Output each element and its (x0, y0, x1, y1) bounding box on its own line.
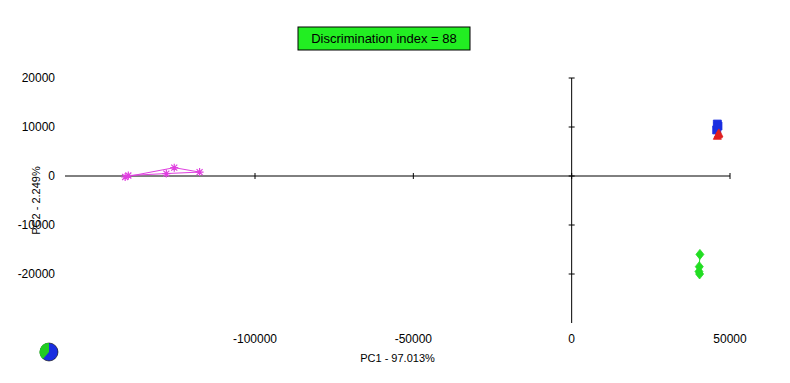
icon (40, 343, 58, 361)
y-tick (569, 274, 575, 275)
x-axis-label: PC1 - 97.013% (360, 352, 435, 364)
y-axis (571, 78, 572, 323)
y-tick (569, 176, 575, 177)
x-tick-label: -50000 (395, 332, 433, 346)
point (196, 168, 204, 176)
point (696, 249, 704, 259)
y-tick-label: 10000 (22, 120, 56, 134)
y-tick (569, 225, 575, 226)
x-tick (255, 173, 256, 179)
y-tick-label: -20000 (18, 267, 56, 281)
series (695, 249, 704, 279)
y-tick (569, 78, 575, 79)
series-line (125, 168, 199, 177)
x-tick (730, 173, 731, 179)
point (713, 120, 721, 128)
series (713, 129, 723, 139)
y-tick (569, 127, 575, 128)
point (714, 130, 722, 138)
y-axis-label: PC2 - 2.249% (30, 166, 42, 235)
data-area (121, 120, 723, 279)
y-tick-label: 0 (48, 169, 55, 183)
point (124, 172, 132, 180)
x-tick-label: 50000 (713, 332, 747, 346)
point (170, 164, 178, 172)
x-tick (413, 173, 414, 179)
point (696, 269, 704, 279)
x-tick-label: -100000 (233, 332, 277, 346)
series (121, 164, 203, 181)
point (162, 170, 170, 178)
x-tick-label: 0 (568, 332, 575, 346)
title: Discrimination index = 88 (311, 31, 457, 46)
chart: Discrimination index = 88 -100000 -50000 0 5… (0, 0, 790, 383)
point (715, 129, 723, 137)
y-tick-label: 20000 (22, 71, 56, 85)
title-box: Discrimination index = 88 (298, 27, 470, 50)
title-background (298, 27, 470, 50)
